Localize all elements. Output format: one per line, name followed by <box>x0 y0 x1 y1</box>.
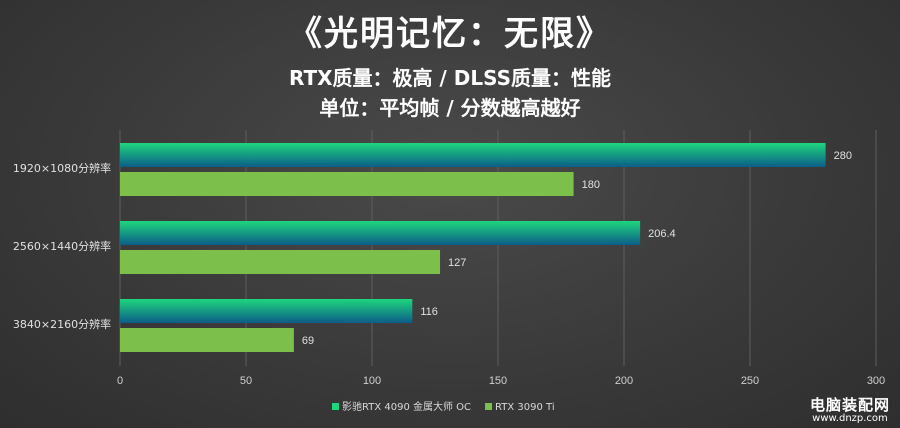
chart-title: 《光明记忆：无限》 <box>288 14 612 54</box>
legend-entry: RTX 3090 Ti <box>495 402 555 413</box>
x-tick-label: 200 <box>615 375 633 387</box>
labels: 0 50 100 150 200 250 300 1920×1080分辨率 280 180 2560… <box>13 150 885 387</box>
chart-subtitle-units: 单位：平均帧 / 分数越高越好 <box>319 96 581 120</box>
data-label: 127 <box>448 257 466 269</box>
legend: 影驰RTX 4090 金属大师 OC RTX 3090 Ti <box>332 400 555 413</box>
x-tick-label: 0 <box>117 375 123 387</box>
bar-rtx3090ti <box>120 250 441 274</box>
legend-entry: 影驰RTX 4090 金属大师 OC <box>342 400 471 413</box>
bar-rtx4090 <box>120 221 641 245</box>
chart-subtitle-settings: RTX质量：极高 / DLSS质量：性能 <box>288 66 612 90</box>
watermark: 电脑装配网 www.dnzp.com <box>809 395 890 424</box>
bars <box>120 143 826 352</box>
legend-swatch <box>485 403 493 410</box>
bar-rtx3090ti <box>120 172 574 196</box>
category-label: 3840×2160分辨率 <box>13 317 111 331</box>
x-tick-label: 250 <box>741 375 759 387</box>
category-label: 1920×1080分辨率 <box>13 161 111 175</box>
legend-swatch <box>332 403 339 410</box>
data-label: 280 <box>834 150 852 162</box>
watermark-site-name: 电脑装配网 <box>809 395 890 414</box>
x-tick-label: 300 <box>867 375 885 387</box>
x-tick-label: 50 <box>240 375 252 387</box>
x-tick-label: 100 <box>363 375 381 387</box>
bar-rtx4090 <box>120 299 413 323</box>
category-label: 2560×1440分辨率 <box>13 239 111 253</box>
data-label: 180 <box>582 179 600 191</box>
data-label: 69 <box>302 335 314 347</box>
bar-rtx4090 <box>120 143 826 167</box>
bar-rtx3090ti <box>120 328 294 352</box>
watermark-url: www.dnzp.com <box>812 413 888 424</box>
data-label: 206.4 <box>648 228 676 240</box>
grid-lines <box>119 130 877 366</box>
x-tick-label: 150 <box>489 375 507 387</box>
data-label: 116 <box>420 306 438 318</box>
